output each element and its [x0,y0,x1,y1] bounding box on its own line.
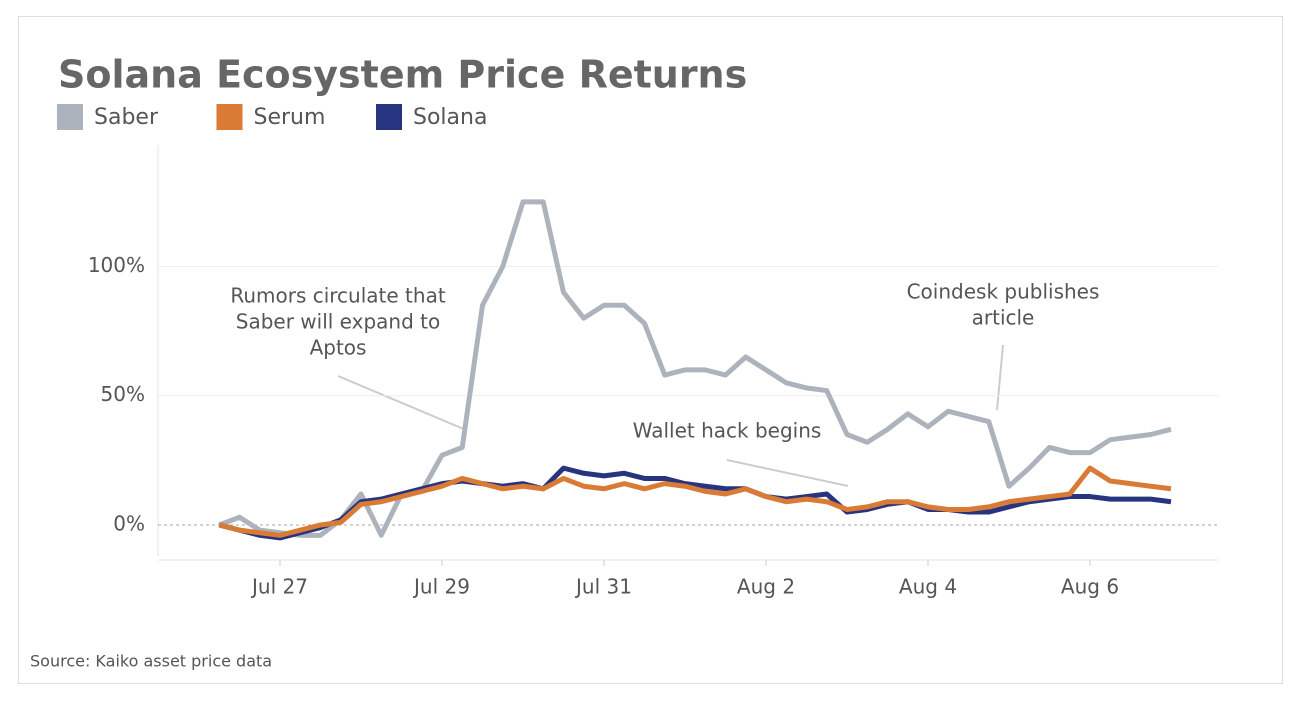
annotation-leader [726,459,849,487]
x-tick-label: Jul 27 [250,575,308,599]
y-tick-label: 100% [88,253,145,277]
annotation-leader [996,344,1004,411]
legend-swatch [216,104,243,130]
x-tick-label: Aug 4 [899,575,957,599]
series-line [218,465,1172,538]
annotation-leader [337,375,467,431]
chart-title: Solana Ecosystem Price Returns [58,53,747,97]
x-tick-label: Jul 31 [574,575,632,599]
y-tick-label: 50% [101,382,145,406]
legend-label: Saber [94,105,159,130]
series-line [218,199,1172,538]
legend-swatch [376,104,402,130]
annotation: Saber will expand to [236,310,440,334]
legend-swatch [57,104,83,130]
x-tick-label: Aug 6 [1061,575,1119,599]
y-tick-label: 0% [113,511,145,535]
annotation: Rumors circulate that [230,284,445,308]
annotation: Coindesk publishes [907,280,1100,304]
annotation: Aptos [310,336,367,360]
legend-label: Solana [413,105,487,130]
legend-label: Serum [254,105,326,130]
x-tick-label: Jul 29 [412,575,470,599]
x-tick-label: Aug 2 [737,575,795,599]
series-line [218,465,1172,541]
annotation: article [972,306,1035,330]
annotation: Wallet hack begins [633,419,822,443]
source: Source: Kaiko asset price data [30,652,272,671]
